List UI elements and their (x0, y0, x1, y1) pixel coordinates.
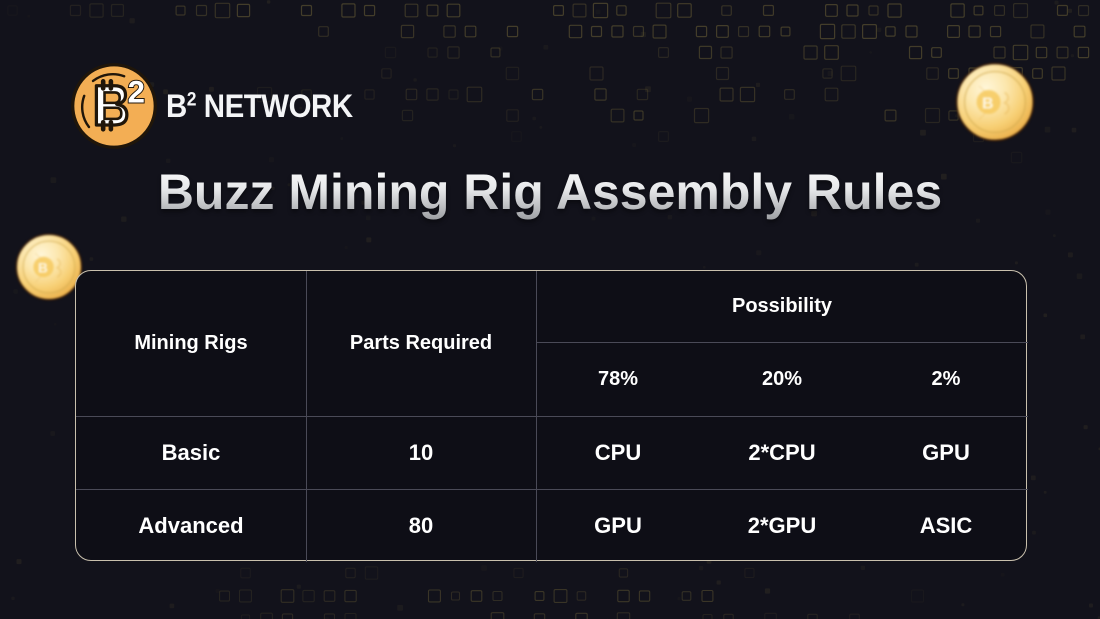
svg-text:2: 2 (128, 75, 145, 110)
